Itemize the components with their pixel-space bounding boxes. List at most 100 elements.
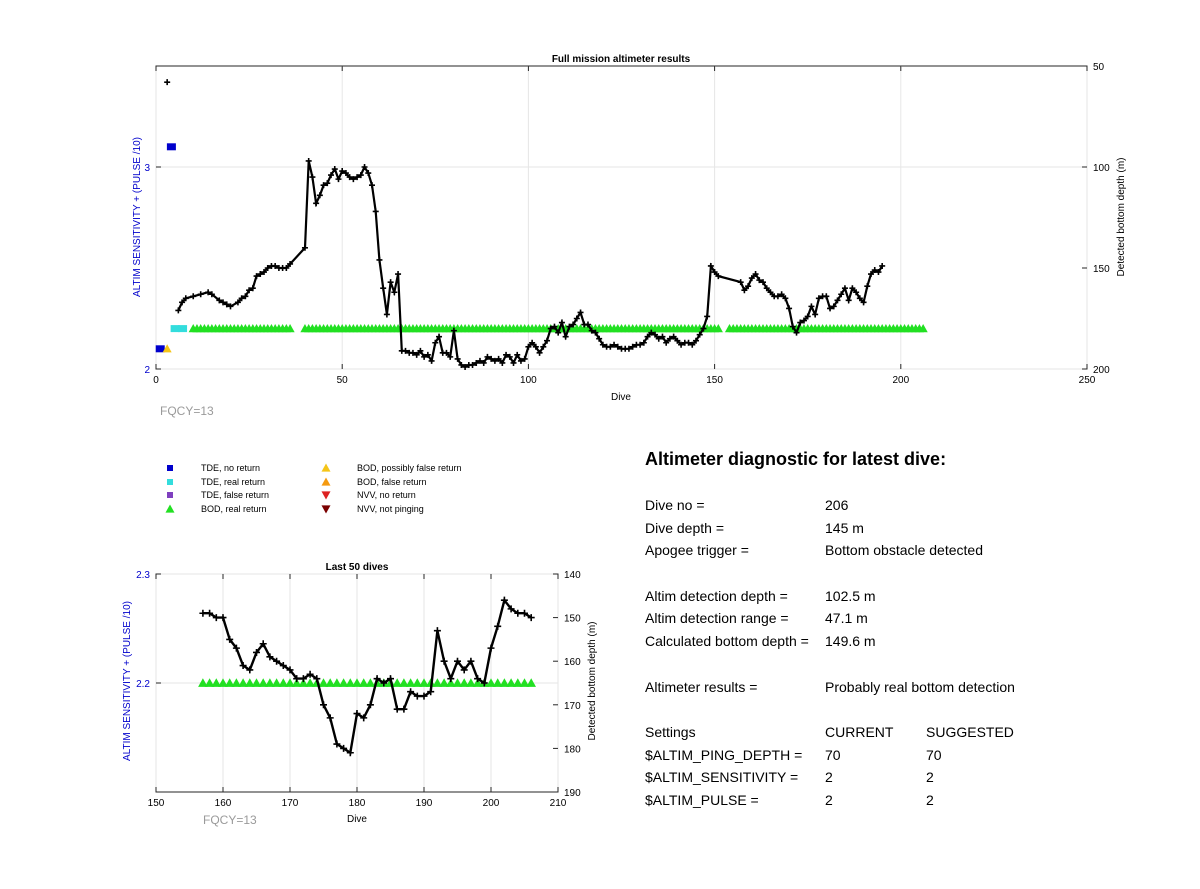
bottom-depth-point bbox=[476, 357, 483, 364]
bottom-depth-point bbox=[460, 666, 468, 674]
bottom-depth-point bbox=[506, 353, 513, 360]
bottom-chart-title: Last 50 dives bbox=[326, 562, 389, 573]
bod-real-return-marker bbox=[231, 678, 242, 687]
bottom-depth-point bbox=[763, 285, 770, 292]
bod-real-return-marker bbox=[332, 678, 342, 687]
bod-real-return-marker bbox=[439, 678, 449, 687]
bottom-depth-point bbox=[246, 666, 254, 674]
bottom-depth-point bbox=[611, 341, 618, 348]
right-y-tick-label: 140 bbox=[564, 570, 581, 581]
legend-triangle-marker bbox=[321, 477, 331, 486]
bottom-depth-point bbox=[436, 333, 443, 340]
bottom-depth-point bbox=[711, 269, 718, 276]
bottom-depth-point bbox=[249, 285, 256, 292]
bottom-depth-point bbox=[670, 333, 677, 340]
bottom-depth-point bbox=[666, 335, 673, 342]
bottom-depth-point bbox=[868, 271, 875, 278]
bod-real-return-marker bbox=[405, 678, 416, 687]
bottom-depth-point bbox=[551, 323, 558, 330]
bottom-depth-point bbox=[306, 670, 314, 678]
tde-marker bbox=[155, 345, 165, 353]
bottom-depth-point bbox=[226, 635, 234, 643]
x-tick-label: 250 bbox=[1079, 375, 1096, 386]
bottom-depth-point bbox=[313, 200, 320, 207]
bottom-depth-point bbox=[242, 293, 249, 300]
bottom-depth-point bbox=[391, 289, 398, 296]
bottom-depth-point bbox=[573, 315, 580, 322]
bottom-depth-point bbox=[786, 305, 793, 312]
setting-current: 2 bbox=[825, 791, 833, 808]
right-y-tick-label: 170 bbox=[564, 701, 581, 712]
bottom-depth-point bbox=[760, 279, 767, 286]
bottom-depth-point bbox=[741, 287, 748, 294]
x-tick-label: 200 bbox=[892, 375, 909, 386]
bottom-depth-point bbox=[324, 180, 331, 187]
bottom-depth-point bbox=[279, 662, 287, 670]
diagnostic-title: Altimeter diagnostic for latest dive: bbox=[645, 449, 947, 469]
bottom-depth-point bbox=[272, 262, 279, 269]
bottom-depth-point bbox=[655, 335, 662, 342]
bottom-depth-point bbox=[333, 740, 341, 748]
bottom-depth-point bbox=[219, 614, 227, 622]
legend-square-marker bbox=[167, 492, 173, 498]
bottom-depth-point bbox=[223, 301, 230, 308]
bottom-depth-point bbox=[462, 363, 469, 370]
detection-depth-label: Altim detection depth = bbox=[645, 587, 788, 604]
bottom-depth-point bbox=[393, 705, 401, 713]
bottom-depth-point bbox=[480, 679, 488, 687]
bottom-depth-point bbox=[856, 295, 863, 302]
bod-marker bbox=[162, 344, 172, 353]
legend-triangle-marker bbox=[165, 504, 175, 513]
bottom-depth-point bbox=[525, 343, 532, 350]
bottom-depth-point bbox=[685, 339, 692, 346]
bottom-depth-point bbox=[488, 355, 495, 362]
bottom-depth-point bbox=[353, 710, 361, 718]
x-tick-label: 200 bbox=[483, 798, 500, 809]
bottom-depth-point bbox=[440, 657, 448, 665]
bottom-depth-point bbox=[253, 648, 260, 656]
bod-real-return-marker bbox=[271, 678, 282, 687]
legend-triangle-marker bbox=[321, 505, 331, 514]
bottom-depth-point bbox=[361, 164, 368, 170]
bottom-depth-point bbox=[469, 361, 476, 368]
left-y-tick-label: 2 bbox=[144, 365, 150, 376]
bottom-depth-point bbox=[443, 349, 450, 356]
dive-no-row: Dive no = 206 bbox=[645, 494, 1185, 517]
x-tick-label: 190 bbox=[416, 798, 433, 809]
bottom-depth-point bbox=[420, 692, 428, 700]
detection-depth-row: Altim detection depth = 102.5 m bbox=[645, 585, 1185, 608]
bottom-depth-point bbox=[205, 289, 212, 296]
left-y-tick-label: 2.2 bbox=[136, 679, 150, 690]
bottom-depth-point bbox=[316, 192, 323, 199]
bottom-depth-point bbox=[838, 291, 845, 298]
bottom-depth-point bbox=[365, 170, 372, 177]
bottom-depth-point bbox=[875, 269, 882, 276]
bod-real-return-marker bbox=[499, 678, 510, 687]
bottom-depth-point bbox=[659, 333, 666, 340]
bottom-depth-point bbox=[232, 644, 240, 652]
setting-name: $ALTIM_SENSITIVITY = bbox=[645, 769, 799, 786]
bottom-left-axis-label: ALTIM SENSITIVITY + (PULSE /10) bbox=[122, 601, 133, 761]
top-left-axis-label: ALTIM SENSITIVITY + (PULSE /10) bbox=[132, 137, 143, 297]
bottom-depth-point bbox=[745, 283, 752, 290]
bottom-depth-point bbox=[748, 275, 755, 282]
bottom-depth-point bbox=[696, 331, 703, 338]
bod-real-return-marker bbox=[486, 678, 496, 687]
bottom-depth-point bbox=[864, 283, 871, 290]
bod-real-return-marker bbox=[345, 678, 356, 687]
apogee-label: Apogee trigger = bbox=[645, 542, 749, 559]
bottom-depth-point bbox=[871, 267, 878, 274]
bod-real-return-marker bbox=[291, 678, 302, 687]
bottom-depth-point bbox=[860, 299, 867, 306]
bottom-depth-point bbox=[366, 701, 374, 709]
calculated-depth-label: Calculated bottom depth = bbox=[645, 633, 809, 650]
bod-real-return-marker bbox=[265, 678, 275, 687]
bottom-depth-point bbox=[774, 293, 781, 300]
dive-depth-value: 145 m bbox=[825, 519, 864, 536]
x-tick-label: 210 bbox=[550, 798, 567, 809]
setting-row-pulse: $ALTIM_PULSE = 2 2 bbox=[645, 789, 1185, 812]
legend-square-marker bbox=[167, 465, 173, 471]
bottom-depth-point bbox=[507, 605, 515, 613]
results-label: Altimeter results = bbox=[645, 678, 758, 695]
bottom-depth-point bbox=[529, 339, 536, 346]
